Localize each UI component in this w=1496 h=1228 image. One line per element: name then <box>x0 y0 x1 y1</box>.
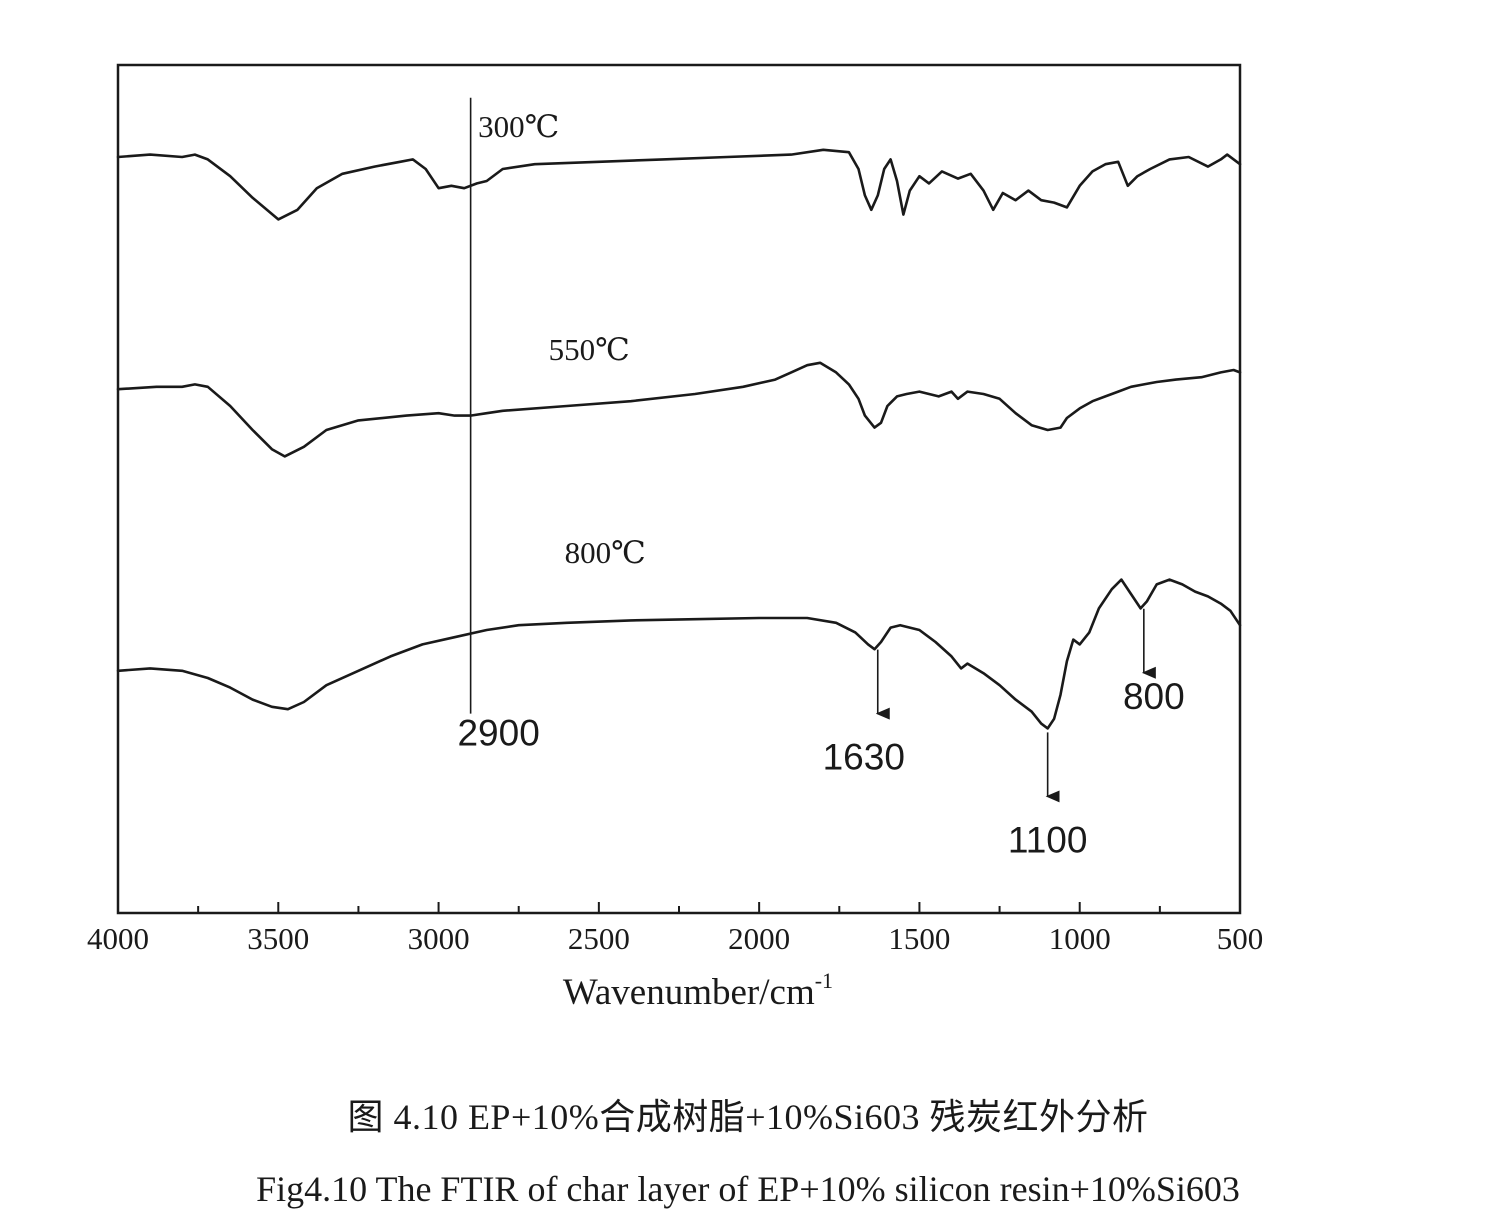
x-tick-label-2500: 2500 <box>568 921 630 956</box>
x-tick-label-1000: 1000 <box>1049 921 1111 956</box>
peak-label-1630: 1630 <box>823 737 905 778</box>
series-label-2: 550℃ <box>549 332 630 367</box>
plot-frame <box>116 63 1242 915</box>
spectra <box>116 148 1242 730</box>
x-axis-title-superscript: -1 <box>815 968 833 993</box>
x-axis-title-text: Wavenumber/cm <box>563 972 815 1013</box>
peak-label-1100: 1100 <box>1008 819 1088 860</box>
x-tick-label-3000: 3000 <box>408 921 470 956</box>
x-tick-label-3500: 3500 <box>247 921 309 956</box>
x-tick-label-1500: 1500 <box>888 921 950 956</box>
series-line-2 <box>116 361 1242 458</box>
series-label-3: 800℃ <box>565 535 646 570</box>
series-label-1: 300℃ <box>478 109 559 144</box>
x-tick-label-500: 500 <box>1217 921 1264 956</box>
x-tick-label-2000: 2000 <box>728 921 790 956</box>
x-tick-label-4000: 4000 <box>87 921 149 956</box>
figure-caption-english: Fig4.10 The FTIR of char layer of EP+10%… <box>256 1169 1240 1209</box>
x-axis-title: Wavenumber/cm-1 <box>563 968 833 1013</box>
figure-caption-chinese: 图 4.10 EP+10%合成树脂+10%Si603 残炭红外分析 <box>347 1097 1149 1137</box>
series-labels: 300℃ 550℃ 800℃ <box>478 109 646 570</box>
series-line-3 <box>116 578 1242 730</box>
x-axis-tick-labels: 4000 3500 3000 2500 2000 1500 1000 500 <box>87 921 1263 956</box>
peak-annotations: 2900 1630 1100 800 <box>457 97 1185 860</box>
peak-label-2900: 2900 <box>457 713 539 754</box>
peak-label-800: 800 <box>1123 676 1185 717</box>
x-axis-ticks <box>117 902 1241 913</box>
series-line-1 <box>116 148 1242 221</box>
